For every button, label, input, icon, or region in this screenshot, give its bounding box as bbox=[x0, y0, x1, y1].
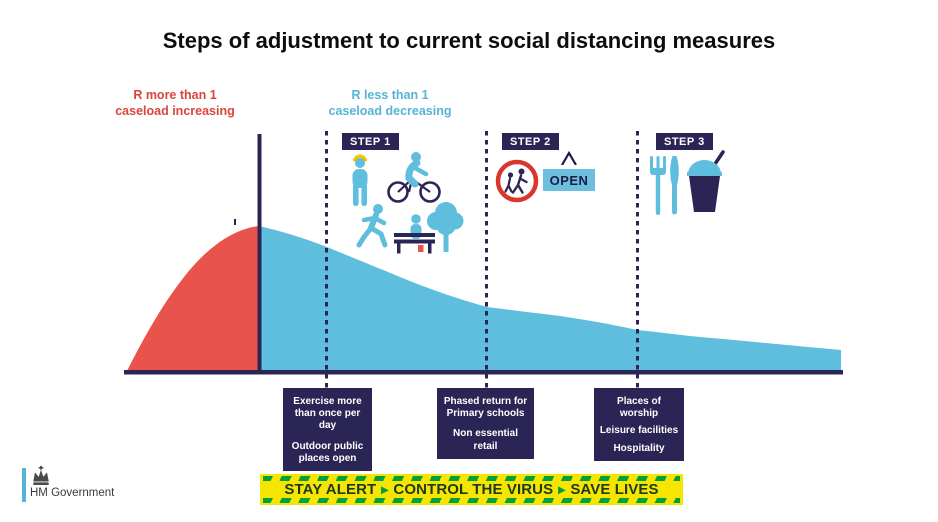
r-more-than-1-label: R more than 1 caseload increasing bbox=[105, 87, 245, 119]
solid-divider-line bbox=[257, 134, 262, 371]
drink-cup-icon bbox=[687, 150, 725, 212]
hazard-stripe-bottom bbox=[263, 498, 680, 503]
hm-government-label: HM Government bbox=[30, 487, 115, 499]
step3-measure-3: Hospitality bbox=[613, 442, 665, 454]
banner-segment-2: CONTROL THE VIRUS bbox=[393, 481, 554, 498]
children-crossing-sign-icon bbox=[495, 159, 539, 203]
banner-segment-3: SAVE LIVES bbox=[570, 481, 659, 498]
park-bench-and-tree-icon bbox=[394, 202, 464, 254]
r-less-than-1-line2: caseload decreasing bbox=[328, 104, 452, 118]
stay-alert-banner: STAY ALERT ▸ CONTROL THE VIRUS ▸ SAVE LIVES bbox=[260, 474, 683, 505]
fork-icon bbox=[650, 156, 666, 215]
open-sign-label: OPEN bbox=[543, 169, 595, 191]
step1-measures-box: Exercise more than once per day Outdoor … bbox=[283, 388, 372, 471]
step1-measure-2: Outdoor public places open bbox=[291, 440, 364, 464]
step3-measure-1: Places of worship bbox=[617, 396, 661, 420]
cyclist-icon bbox=[387, 152, 441, 203]
runner-icon bbox=[356, 204, 388, 248]
r-less-than-1-label: R less than 1 caseload decreasing bbox=[320, 87, 460, 119]
standing-person-icon bbox=[352, 154, 368, 206]
step3-measures-box: Places of worship Leisure facilities Hos… bbox=[594, 388, 684, 461]
r-more-than-1-line2: caseload increasing bbox=[115, 104, 235, 118]
hm-government-blue-bar bbox=[22, 468, 26, 502]
step2-measure-2: Non essential retail bbox=[452, 428, 519, 452]
step3-badge: STEP 3 bbox=[656, 133, 713, 150]
x-axis-baseline bbox=[124, 370, 843, 375]
step2-measure-1: Phased return for Primary schools bbox=[443, 396, 528, 420]
step3-measure-2: Leisure facilities bbox=[599, 425, 679, 437]
hm-government-crest-icon bbox=[33, 465, 49, 485]
r-less-than-1-line1: R less than 1 bbox=[351, 88, 429, 102]
open-sign: OPEN bbox=[543, 150, 595, 191]
hazard-stripe-top bbox=[263, 476, 680, 481]
banner-arrow-icon: ▸ bbox=[381, 481, 389, 497]
sign-hanger-icon bbox=[561, 150, 577, 166]
step1-measure-1: Exercise more than once per day bbox=[293, 396, 362, 432]
step2-badge: STEP 2 bbox=[502, 133, 559, 150]
red-curve-area bbox=[127, 226, 259, 371]
step2-measures-box: Phased return for Primary schools Non es… bbox=[437, 388, 534, 459]
banner-segment-1: STAY ALERT bbox=[284, 481, 377, 498]
banner-text: STAY ALERT ▸ CONTROL THE VIRUS ▸ SAVE LIVES bbox=[284, 481, 658, 498]
r-more-than-1-line1: R more than 1 bbox=[133, 88, 217, 102]
blue-curve-area bbox=[259, 226, 841, 371]
peak-tick bbox=[234, 219, 236, 225]
page-title: Steps of adjustment to current social di… bbox=[162, 28, 776, 53]
banner-arrow-icon: ▸ bbox=[558, 481, 566, 497]
step1-badge: STEP 1 bbox=[342, 133, 399, 150]
knife-icon bbox=[670, 156, 679, 215]
